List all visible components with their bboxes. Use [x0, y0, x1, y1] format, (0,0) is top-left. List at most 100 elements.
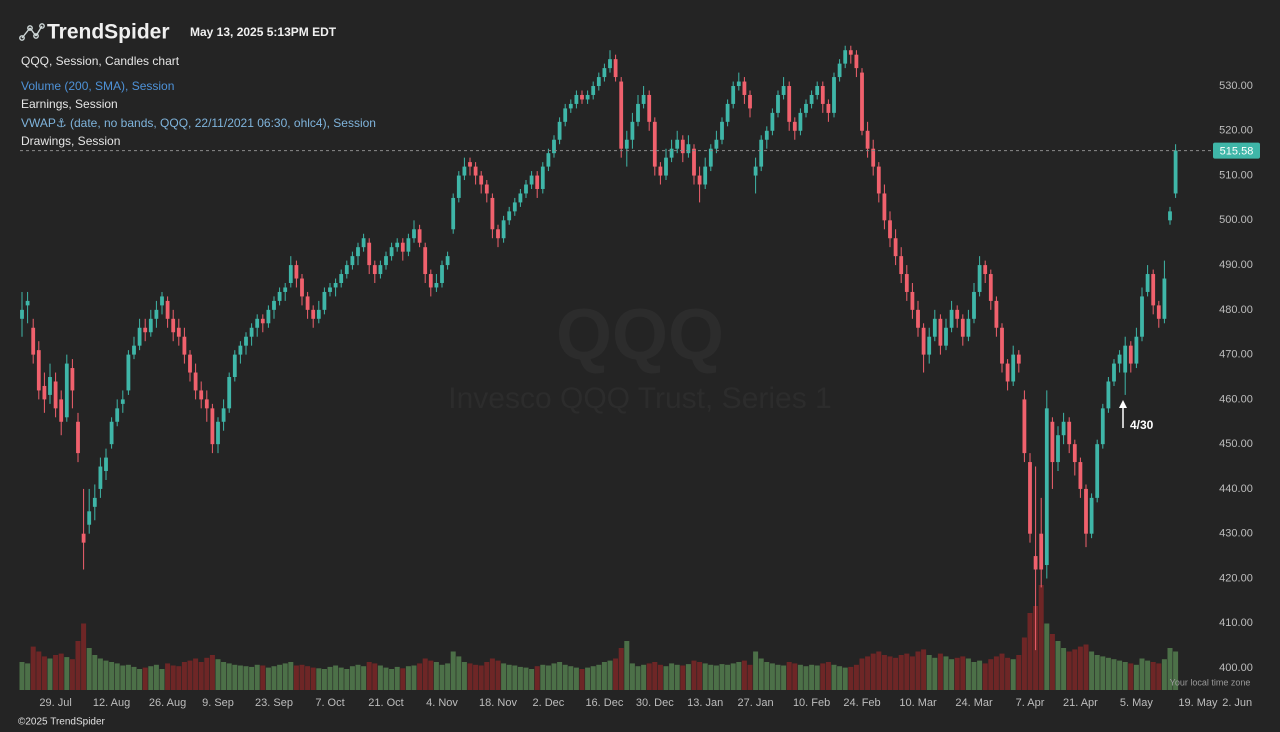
candle-body	[944, 327, 948, 346]
candle-body	[148, 318, 153, 333]
volume-bar	[534, 666, 540, 690]
candle-body	[966, 318, 971, 337]
volume-bar	[148, 666, 154, 690]
x-tick-label: 16. Dec	[585, 697, 623, 709]
candle-body	[1162, 278, 1167, 319]
y-tick-label: 430.00	[1219, 528, 1253, 540]
volume-bar	[299, 664, 305, 690]
candle-body	[300, 278, 304, 297]
footer: ©2025 TrendSpider	[18, 717, 106, 728]
candle-body	[697, 175, 702, 185]
candle-body	[860, 72, 864, 131]
volume-bar	[1010, 659, 1016, 690]
volume-bar	[316, 668, 322, 690]
last-price-box	[1213, 142, 1260, 159]
candle-body	[428, 274, 433, 288]
candle-body	[820, 86, 825, 104]
candle-body	[171, 318, 176, 333]
volume-bar	[999, 653, 1005, 690]
legend-entry: Drawings, Session	[21, 134, 120, 148]
legend-entry: Volume (200, SMA), Session	[21, 79, 174, 93]
volume-bar	[753, 651, 759, 690]
volume-bar	[803, 666, 809, 690]
candle-body	[48, 377, 52, 395]
candle-body	[714, 139, 719, 149]
volume-bar	[848, 666, 854, 690]
candle-body	[232, 354, 237, 378]
x-tick-label: 7. Apr	[1016, 697, 1045, 709]
y-tick-label: 530.00	[1219, 80, 1253, 92]
candle-body	[501, 220, 506, 239]
volume-bar	[529, 669, 535, 690]
candle-body	[1056, 435, 1060, 463]
candle-body	[938, 318, 943, 346]
volume-bar	[389, 669, 395, 690]
candle-body	[1044, 408, 1049, 566]
candle-body	[753, 166, 758, 176]
x-tick-label: 18. Nov	[479, 697, 517, 709]
y-tick-label: 440.00	[1219, 483, 1253, 495]
candle-body	[266, 309, 271, 324]
volume-bar	[965, 658, 971, 690]
candle-body	[882, 193, 887, 221]
candle-body	[871, 148, 876, 167]
x-tick-label: 12. Aug	[93, 697, 130, 709]
candle-body	[692, 148, 696, 176]
candle-body	[109, 421, 114, 445]
volume-bar	[898, 655, 904, 690]
candle-body	[574, 94, 579, 104]
candle-body	[658, 166, 663, 176]
volume-bar	[596, 664, 602, 690]
candle-body	[70, 368, 75, 391]
volume-bar	[165, 663, 171, 690]
candle-body	[344, 265, 349, 275]
volume-bar	[456, 656, 462, 690]
volume-bar	[585, 667, 591, 690]
volume-bar	[355, 664, 361, 690]
candle-body	[468, 162, 472, 167]
candle-body	[972, 291, 976, 319]
candle-body	[160, 296, 164, 306]
candle-body	[1095, 444, 1100, 498]
volume-bar	[293, 665, 299, 690]
candle-body	[865, 130, 870, 149]
candle-body	[283, 287, 288, 292]
candle-body	[132, 345, 136, 355]
candle-body	[535, 175, 540, 189]
candle-body	[53, 381, 58, 409]
volume-bar	[473, 664, 479, 690]
volume-bar	[573, 667, 579, 690]
candle-body	[434, 282, 439, 288]
candle-body	[188, 354, 192, 373]
x-tick-label: 10. Mar	[899, 697, 937, 709]
volume-bar	[988, 659, 994, 690]
volume-bar	[674, 664, 680, 690]
candle-body	[87, 511, 92, 525]
volume-bar	[943, 656, 949, 690]
candle-body	[792, 121, 797, 131]
volume-bar	[506, 664, 512, 690]
volume-bar	[372, 663, 378, 690]
candle-body	[876, 166, 881, 194]
volume-bar	[725, 664, 731, 690]
volume-bar	[159, 669, 165, 690]
volume-bar	[814, 665, 820, 690]
volume-bar	[75, 641, 81, 690]
candle-body	[759, 139, 764, 167]
volume-bar	[1055, 641, 1061, 690]
volume-bar	[960, 656, 966, 690]
candle-body	[216, 421, 220, 445]
volume-bar	[825, 662, 831, 690]
y-tick-label: 500.00	[1219, 214, 1253, 226]
candle-body	[708, 148, 713, 167]
candle-body	[630, 121, 635, 140]
watermark-name: Invesco QQQ Trust, Series 1	[448, 382, 831, 415]
candle-body	[1106, 381, 1111, 409]
volume-bar	[1077, 646, 1083, 690]
volume-bar	[792, 663, 798, 690]
volume-bar	[685, 664, 691, 690]
candle-body	[384, 256, 388, 266]
volume-bar	[865, 656, 871, 690]
volume-bar	[590, 666, 596, 690]
